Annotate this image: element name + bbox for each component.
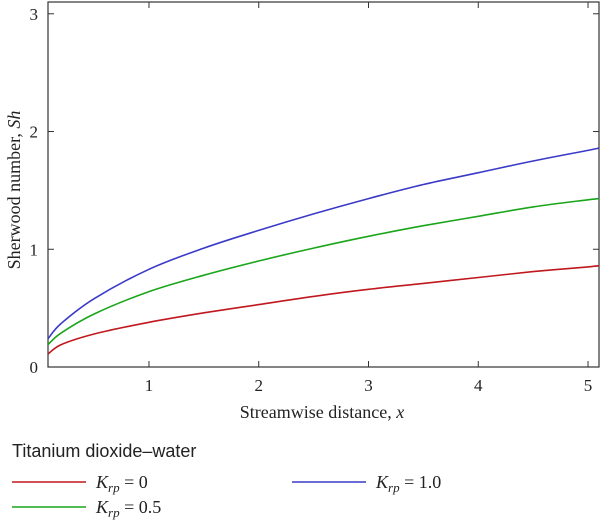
plot-area bbox=[47, 1, 600, 368]
legend-entry-krp-10: Krp = 1.0 bbox=[292, 472, 441, 495]
legend-label-krp-05: Krp = 0.5 bbox=[95, 497, 161, 520]
legend: Titanium dioxide–water Krp = 0 Krp = 0.5… bbox=[12, 441, 441, 520]
y-tick-label: 3 bbox=[30, 5, 39, 24]
series-line-0 bbox=[47, 264, 600, 355]
y-tick-label: 0 bbox=[30, 358, 39, 377]
x-tick-label: 4 bbox=[474, 376, 483, 395]
x-tick-label: 3 bbox=[364, 376, 373, 395]
y-tick-label: 2 bbox=[30, 123, 39, 142]
legend-label-krp-0: Krp = 0 bbox=[95, 472, 148, 495]
x-tick-label: 1 bbox=[145, 376, 154, 395]
legend-entry-krp-0: Krp = 0 bbox=[12, 472, 148, 495]
axis-ticks: 1 2 3 4 5 0 1 2 3 bbox=[30, 2, 599, 395]
series-lines bbox=[47, 147, 600, 355]
series-line-1 bbox=[47, 197, 600, 346]
plot-frame bbox=[47, 1, 600, 368]
legend-title: Titanium dioxide–water bbox=[12, 441, 196, 461]
y-axis-title: Sherwood number, Sh bbox=[4, 111, 24, 270]
y-tick-label: 1 bbox=[30, 240, 39, 259]
legend-label-krp-10: Krp = 1.0 bbox=[375, 472, 441, 495]
series-line-2 bbox=[47, 147, 600, 340]
legend-entry-krp-05: Krp = 0.5 bbox=[12, 497, 161, 520]
x-tick-label: 2 bbox=[254, 376, 263, 395]
x-tick-label: 5 bbox=[584, 376, 593, 395]
x-axis-title: Streamwise distance, x bbox=[240, 402, 404, 422]
